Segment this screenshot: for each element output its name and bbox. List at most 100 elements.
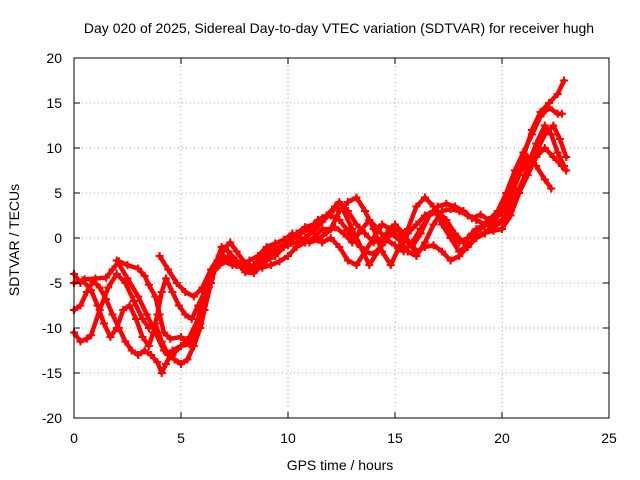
data-point — [134, 351, 143, 359]
data-point — [557, 109, 566, 118]
data-point — [151, 328, 160, 337]
data-point — [463, 243, 472, 251]
data-point — [446, 256, 455, 265]
data-point — [369, 238, 378, 247]
data-point — [275, 257, 284, 266]
data-point — [183, 355, 192, 364]
data-point — [129, 297, 138, 305]
data-point — [523, 153, 532, 161]
data-point — [318, 238, 327, 247]
data-point — [134, 292, 143, 301]
data-point — [386, 225, 395, 233]
data-point — [395, 226, 404, 235]
data-point — [348, 225, 357, 233]
data-point — [144, 280, 153, 289]
data-point — [343, 256, 352, 265]
data-point — [119, 306, 128, 314]
data-point — [104, 283, 113, 292]
data-point — [557, 162, 566, 170]
data-point — [335, 243, 344, 251]
data-point — [412, 202, 421, 211]
data-point — [112, 256, 121, 265]
data-point — [93, 301, 102, 310]
data-point — [108, 310, 117, 319]
data-point — [266, 250, 275, 259]
data-point — [232, 259, 241, 268]
data-point — [219, 244, 228, 253]
data-point — [108, 265, 117, 274]
data-point — [189, 292, 198, 301]
data-point — [266, 261, 275, 269]
data-point — [112, 270, 121, 278]
data-point — [455, 238, 464, 247]
data-point — [170, 355, 179, 364]
data-point — [76, 301, 85, 310]
data-point — [198, 283, 207, 292]
data-point — [463, 234, 472, 242]
data-point — [480, 229, 489, 238]
data-point — [123, 274, 132, 283]
data-point — [343, 207, 352, 215]
data-point — [292, 238, 301, 247]
data-point — [226, 238, 235, 247]
data-point — [560, 76, 569, 85]
x-tick-label: 20 — [494, 430, 510, 446]
data-point — [172, 279, 181, 287]
data-point — [275, 244, 284, 253]
data-point — [420, 243, 429, 251]
y-tick-label: 5 — [54, 185, 62, 201]
data-point — [232, 247, 241, 256]
x-tick-label: 5 — [177, 430, 185, 446]
data-point — [545, 99, 554, 107]
data-point — [403, 229, 412, 238]
data-point — [343, 198, 352, 206]
x-tick-label: 15 — [387, 430, 403, 446]
data-point — [515, 189, 524, 197]
data-point — [442, 199, 451, 208]
data-point — [356, 243, 365, 251]
data-point — [123, 261, 132, 269]
data-point — [162, 274, 171, 283]
data-point — [177, 342, 185, 350]
data-point — [523, 171, 532, 179]
data-point — [151, 292, 160, 301]
y-tick-label: 15 — [46, 95, 62, 111]
data-point — [555, 135, 564, 143]
data-point — [157, 369, 166, 377]
data-point — [313, 216, 322, 224]
data-point — [365, 261, 374, 269]
data-point — [194, 315, 203, 323]
data-point — [420, 193, 429, 202]
data-point — [177, 333, 185, 341]
data-point — [102, 273, 111, 282]
data-point — [352, 261, 361, 269]
data-point — [138, 333, 147, 341]
data-point — [301, 223, 310, 232]
data-series — [70, 76, 571, 377]
data-point — [352, 220, 361, 229]
data-point — [309, 226, 318, 235]
data-point — [196, 324, 205, 332]
data-point — [78, 276, 87, 285]
data-point — [446, 229, 455, 238]
data-point — [547, 130, 556, 139]
y-axis-label: SDTVAR / TECUs — [6, 184, 22, 296]
data-point — [144, 342, 153, 350]
data-point — [412, 220, 421, 229]
data-point — [174, 301, 183, 310]
data-point — [403, 238, 412, 247]
data-point — [112, 324, 121, 332]
data-point — [352, 193, 361, 202]
data-point — [185, 333, 194, 341]
data-point — [472, 225, 481, 233]
data-point — [420, 211, 429, 220]
data-point — [527, 126, 536, 134]
data-point — [224, 253, 233, 262]
data-point — [155, 252, 164, 260]
data-point — [395, 243, 404, 251]
data-point — [318, 225, 327, 233]
data-point — [335, 198, 344, 206]
data-point — [391, 220, 399, 229]
data-point — [540, 175, 549, 184]
data-point — [361, 247, 370, 256]
